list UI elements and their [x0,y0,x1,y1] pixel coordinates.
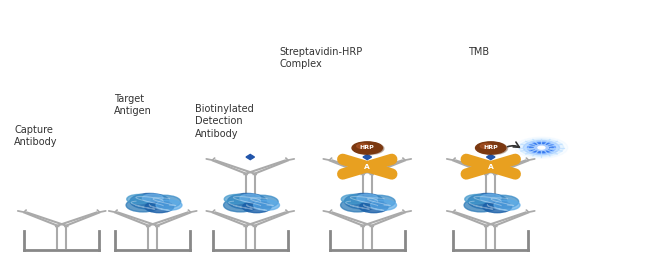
Circle shape [363,195,395,208]
Circle shape [145,201,174,213]
Text: Streptavidin-HRP
Complex: Streptavidin-HRP Complex [280,47,363,69]
Text: Biotinylated
Detection
Antibody: Biotinylated Detection Antibody [195,104,254,139]
Circle shape [130,193,169,209]
Circle shape [486,195,519,208]
Text: A: A [488,164,493,170]
Circle shape [468,193,507,209]
Text: HRP: HRP [484,145,498,151]
Circle shape [354,142,384,155]
Circle shape [530,143,553,152]
Circle shape [465,194,488,204]
Circle shape [538,146,545,149]
Circle shape [527,142,556,153]
Circle shape [246,195,278,208]
Circle shape [344,193,383,209]
Circle shape [148,195,181,208]
Circle shape [224,198,257,212]
Circle shape [515,137,568,158]
Circle shape [341,198,374,212]
Circle shape [519,139,564,157]
Circle shape [534,145,549,151]
Circle shape [224,194,248,204]
Polygon shape [246,154,255,160]
Circle shape [352,142,382,154]
Circle shape [142,194,163,202]
Circle shape [254,200,280,210]
Circle shape [341,194,365,204]
Polygon shape [363,154,371,160]
Text: Target
Antigen: Target Antigen [114,94,151,116]
Circle shape [370,200,396,210]
Circle shape [357,144,369,148]
Text: A: A [365,164,370,170]
Circle shape [480,144,492,148]
Text: Capture
Antibody: Capture Antibody [14,125,58,147]
Circle shape [476,142,506,154]
Circle shape [483,201,512,213]
Circle shape [240,194,261,202]
Text: HRP: HRP [360,145,374,151]
Text: TMB: TMB [468,47,489,57]
Circle shape [127,194,150,204]
Circle shape [357,194,378,202]
Circle shape [227,193,266,209]
Polygon shape [486,154,495,160]
Circle shape [523,140,560,155]
Circle shape [242,201,271,213]
Circle shape [480,194,501,202]
Circle shape [156,200,182,210]
Circle shape [494,200,520,210]
Circle shape [359,201,388,213]
Circle shape [126,198,160,212]
Circle shape [464,198,498,212]
Circle shape [477,142,508,155]
